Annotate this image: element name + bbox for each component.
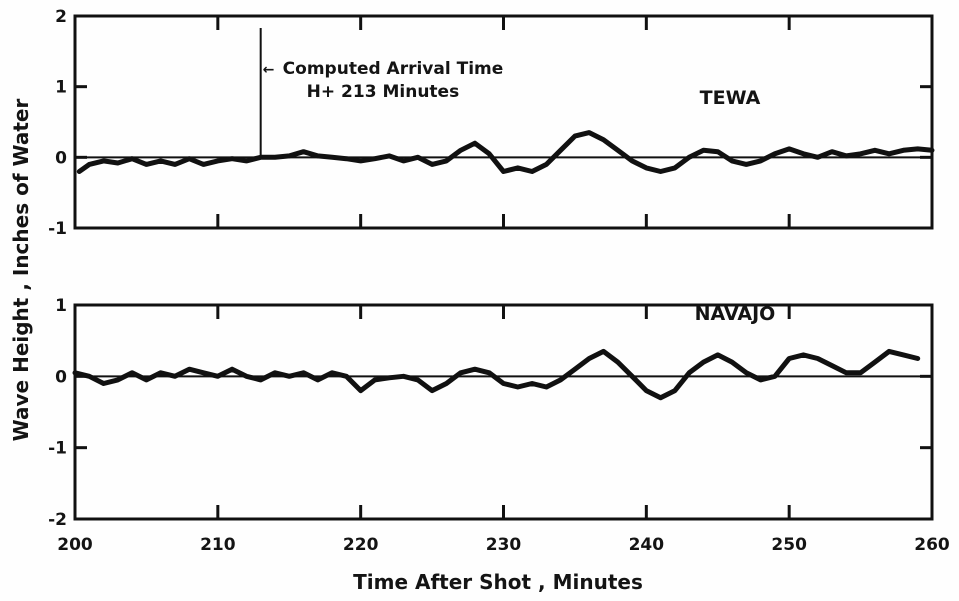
tewa-panel-label: TEWA [700,87,761,109]
arrival-annotation-line2: H+ 213 Minutes [307,82,460,102]
navajo-panel-label: NAVAJO [695,303,776,325]
tewa-y-tick-label: 1 [55,78,67,98]
tewa-y-tick-label: 2 [55,7,67,27]
arrival-time-arrow-icon: ← [263,62,275,78]
x-tick-label: 260 [914,535,950,555]
navajo-series-line [72,348,921,401]
tewa-y-tick-label: -1 [48,219,67,239]
x-axis-title: Time After Shot , Minutes [353,570,643,594]
navajo-y-tick-label: 1 [55,296,67,316]
y-axis-title: Wave Height , Inches of Water [9,99,33,442]
tewa-panel-frame [73,14,934,230]
x-tick-label: 220 [343,535,379,555]
x-tick-label: 200 [57,535,93,555]
navajo-y-tick-label: 0 [55,367,67,387]
tewa-series-line [76,130,935,174]
x-tick-label: 240 [629,535,665,555]
x-tick-label: 210 [200,535,236,555]
x-tick-label: 250 [771,535,807,555]
navajo-panel-frame [73,303,934,521]
arrival-annotation-line1: Computed Arrival Time [283,59,504,79]
x-tick-label: 230 [486,535,522,555]
navajo-y-tick-label: -2 [48,510,67,530]
tewa-y-tick-label: 0 [55,148,67,168]
navajo-y-tick-label: -1 [48,439,67,459]
